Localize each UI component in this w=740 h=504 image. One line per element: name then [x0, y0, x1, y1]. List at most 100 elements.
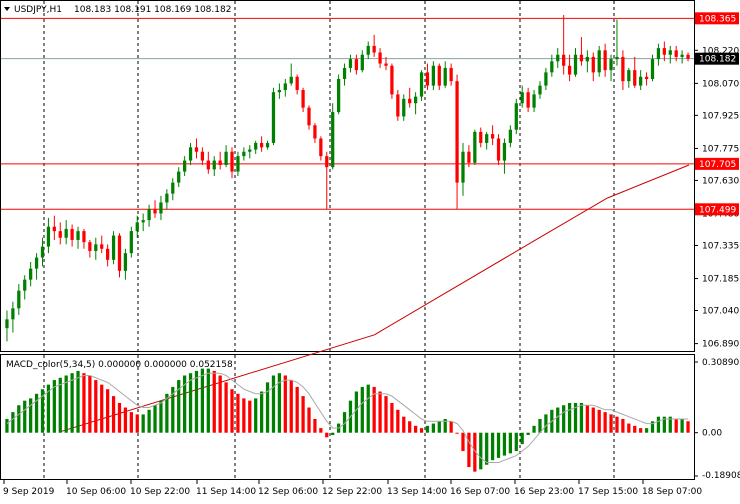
price-tick-label: 106.890: [702, 340, 739, 350]
candle-body: [295, 76, 299, 90]
macd-bar: [408, 421, 412, 433]
macd-bar: [70, 373, 74, 433]
candle-body: [402, 98, 406, 117]
macd-bar: [585, 405, 589, 433]
macd-bar: [366, 384, 370, 433]
candle-body: [129, 231, 133, 254]
candle-body: [514, 103, 518, 130]
candle-body: [100, 244, 104, 249]
macd-bar: [633, 425, 637, 433]
macd-bar: [615, 416, 619, 433]
macd-bar: [621, 418, 625, 433]
candle-body: [283, 83, 287, 90]
candle-body: [159, 202, 163, 214]
candle-body: [242, 151, 246, 157]
macd-bar: [254, 398, 258, 433]
candle-body: [348, 59, 353, 68]
macd-bar: [597, 409, 601, 433]
candle-body: [236, 156, 240, 172]
level-price-tag: [695, 203, 739, 216]
macd-bar: [437, 421, 441, 433]
macd-bar: [194, 370, 199, 433]
macd-bar: [378, 391, 382, 433]
macd-bar: [331, 432, 335, 436]
candle-body: [562, 54, 566, 66]
macd-bar: [40, 389, 45, 433]
macd-bar: [496, 432, 501, 458]
candle-body: [390, 65, 394, 95]
macd-bar: [82, 373, 86, 433]
macd-bar: [431, 423, 436, 433]
macd-bar: [123, 407, 128, 433]
macd-bar: [159, 400, 163, 433]
candle-body: [307, 107, 311, 126]
candle-body: [396, 94, 400, 117]
time-tick-label: 16 Sep 23:00: [514, 487, 574, 497]
candle-body: [644, 76, 649, 79]
price-tick-label: 108.070: [702, 79, 739, 89]
macd-bar: [34, 393, 39, 433]
macd-bar: [449, 421, 453, 433]
macd-bar: [17, 405, 21, 433]
candle-body: [34, 257, 39, 269]
macd-bar: [627, 423, 631, 433]
candle-body: [650, 59, 655, 79]
time-tick-label: 9 Sep 2019: [3, 487, 55, 497]
macd-bar: [413, 425, 418, 433]
candle-body: [526, 92, 530, 108]
time-tick-label: 13 Sep 14:00: [387, 487, 447, 497]
candle-body: [265, 142, 270, 148]
macd-bar: [644, 428, 649, 433]
macd-bar: [224, 382, 228, 433]
macd-bar: [668, 416, 672, 433]
symbol-dropdown-icon[interactable]: [4, 7, 10, 11]
macd-bar: [259, 391, 264, 433]
macd-bar: [165, 393, 169, 433]
candle-body: [70, 228, 74, 240]
macd-bar: [425, 425, 430, 433]
candle-body: [656, 48, 661, 60]
macd-axis: 0.308903 0.00 -0.189084: [694, 358, 740, 481]
candle-body: [141, 220, 145, 223]
price-tick-label: 107.040: [702, 307, 739, 317]
candle-body: [40, 246, 45, 258]
candle-body: [58, 231, 62, 238]
macd-bar: [662, 416, 666, 433]
candle-body: [248, 149, 252, 152]
macd-tick-label: -0.189084: [702, 471, 740, 481]
horizontal-levels[interactable]: [1, 17, 694, 210]
macd-bar: [455, 432, 459, 434]
candle-body: [372, 45, 376, 53]
macd-bar: [295, 386, 299, 433]
moving-average: [59, 164, 690, 433]
macd-bar: [461, 432, 465, 452]
candle-body: [425, 72, 430, 86]
macd-bar: [650, 421, 655, 433]
candle-body: [579, 54, 584, 62]
price-tag-label: 108.182: [699, 55, 736, 65]
price-tag-label: 107.499: [699, 205, 736, 215]
candle-body: [106, 248, 110, 260]
price-axis: 108.220 108.070 107.925 107.775 107.630 107.4…: [694, 46, 739, 350]
candle-body: [82, 231, 86, 243]
candle-body: [485, 134, 489, 143]
macd-bar: [579, 402, 584, 433]
candle-body: [573, 54, 578, 75]
candle-body: [567, 65, 572, 75]
macd-bar: [289, 380, 293, 433]
candle-body: [627, 70, 631, 82]
candle-body: [29, 268, 33, 280]
symbol-label: USDJPY,H1: [14, 5, 62, 15]
macd-bar: [325, 432, 329, 438]
candle-body: [461, 151, 465, 183]
macd-bar: [52, 380, 56, 433]
price-tags: 108.365 108.182 107.705 107.499: [695, 12, 739, 216]
macd-bar: [236, 393, 240, 433]
candle-body: [64, 228, 68, 238]
candle-body: [479, 131, 483, 143]
macd-bar: [58, 377, 62, 433]
candle-body: [271, 92, 276, 143]
macd-bar: [532, 425, 536, 433]
